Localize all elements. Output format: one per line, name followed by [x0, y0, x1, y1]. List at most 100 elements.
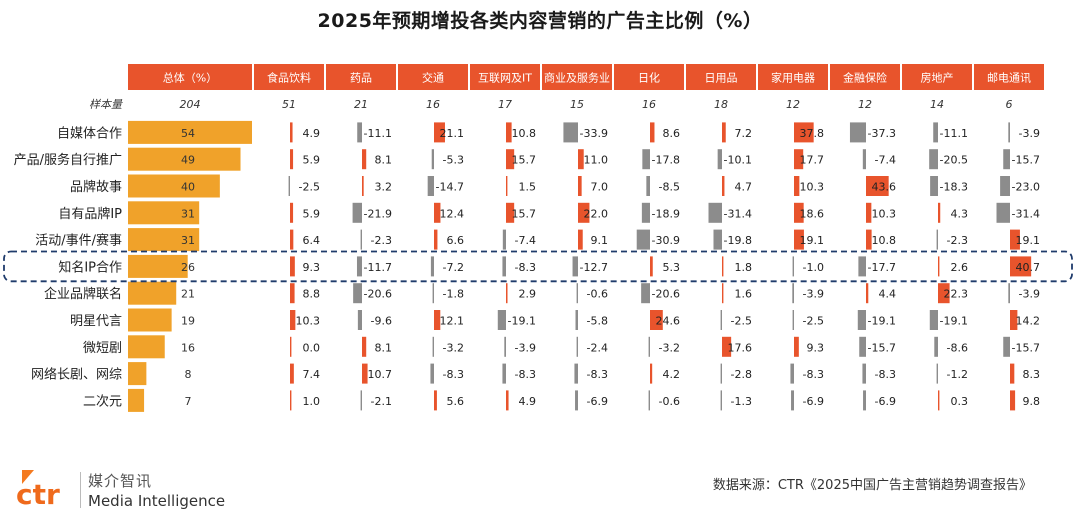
total-bar — [128, 335, 165, 359]
row-label: 微短剧 — [83, 341, 122, 356]
value-label: -9.6 — [371, 315, 392, 328]
negative-bar — [576, 283, 578, 304]
positive-bar — [290, 256, 295, 277]
negative-bar — [360, 229, 362, 250]
value-label: 9.3 — [303, 261, 321, 274]
positive-bar — [362, 149, 367, 170]
value-label: 1.6 — [735, 288, 753, 301]
negative-bar — [641, 202, 650, 223]
value-label: 7.4 — [303, 368, 321, 381]
negative-bar — [504, 336, 506, 357]
negative-bar — [862, 149, 866, 170]
total-bar — [128, 281, 177, 305]
positive-bar — [866, 283, 869, 304]
value-label: -12.7 — [580, 261, 608, 274]
negative-bar — [357, 122, 362, 143]
column-header: 邮电通讯 — [987, 72, 1031, 85]
total-value-label: 19 — [181, 315, 195, 328]
positive-bar — [578, 149, 584, 170]
negative-bar — [720, 390, 722, 411]
value-label: 6.6 — [447, 234, 465, 247]
value-label: -11.7 — [364, 261, 392, 274]
negative-bar — [1008, 122, 1010, 143]
total-value-label: 40 — [181, 181, 195, 194]
negative-bar — [792, 310, 794, 330]
positive-bar — [650, 122, 655, 143]
total-bar — [128, 120, 252, 144]
positive-bar — [722, 176, 725, 196]
value-label: -30.9 — [652, 234, 680, 247]
negative-bar — [791, 390, 794, 411]
negative-bar — [575, 310, 578, 330]
row-label: 产品/服务自行推广 — [14, 152, 122, 168]
row-label: 知名IP合作 — [58, 259, 122, 275]
value-label: -3.9 — [1019, 127, 1040, 140]
negative-bar — [356, 256, 362, 277]
value-label: 19.1 — [1016, 234, 1041, 247]
negative-bar — [430, 363, 434, 384]
sample-size-value: 16 — [426, 98, 440, 111]
value-label: 9.3 — [807, 341, 825, 354]
column-header: 家用电器 — [771, 71, 815, 85]
value-label: 11.0 — [584, 154, 609, 167]
negative-bar — [352, 202, 362, 223]
negative-bar — [648, 390, 650, 411]
total-bar — [128, 201, 200, 225]
negative-bar — [858, 256, 866, 277]
negative-bar — [863, 390, 866, 411]
positive-bar — [290, 390, 292, 411]
value-label: 4.9 — [519, 395, 537, 408]
row-label: 网络长剧、网综 — [31, 367, 122, 383]
negative-bar — [497, 310, 506, 330]
value-label: -31.4 — [1012, 207, 1040, 220]
negative-bar — [1003, 149, 1010, 170]
negative-bar — [1008, 283, 1010, 304]
value-label: -7.4 — [515, 234, 536, 247]
logo-divider — [80, 472, 81, 508]
negative-bar — [574, 363, 578, 384]
column-header: 互联网及IT — [478, 72, 532, 85]
negative-bar — [360, 390, 362, 411]
positive-bar — [794, 176, 800, 196]
column-header: 商业及服务业 — [544, 71, 610, 85]
negative-bar — [857, 310, 866, 330]
logo-english-name: Media Intelligence — [88, 492, 226, 510]
column-header: 日化 — [638, 71, 660, 85]
value-label: -14.7 — [436, 181, 464, 194]
value-label: 5.9 — [303, 207, 321, 220]
value-label: 37.8 — [800, 127, 825, 140]
negative-bar — [648, 336, 650, 357]
highlight-row-frame — [3, 250, 1073, 283]
sample-size-value: 14 — [930, 98, 944, 111]
positive-bar — [434, 229, 438, 250]
positive-bar — [290, 363, 294, 384]
negative-bar — [936, 229, 938, 250]
positive-bar — [434, 202, 441, 223]
value-label: -7.4 — [875, 154, 896, 167]
negative-bar — [642, 149, 650, 170]
value-label: 10.8 — [512, 127, 537, 140]
negative-bar — [575, 390, 578, 411]
positive-bar — [794, 336, 799, 357]
value-label: -2.3 — [947, 234, 968, 247]
column-header: 食品饮料 — [267, 71, 311, 85]
positive-bar — [722, 256, 724, 277]
value-label: -0.6 — [587, 288, 608, 301]
negative-bar — [720, 310, 722, 330]
value-label: 3.2 — [375, 181, 393, 194]
value-label: -20.5 — [940, 154, 968, 167]
positive-bar — [434, 310, 441, 330]
header-cell-bg — [758, 64, 828, 90]
positive-bar — [866, 229, 872, 250]
total-bar — [128, 228, 200, 252]
sample-size-value: 12 — [786, 98, 800, 111]
value-label: 0.3 — [951, 395, 969, 408]
value-label: -11.1 — [364, 127, 392, 140]
value-label: -5.8 — [587, 315, 608, 328]
total-bar — [128, 388, 145, 412]
positive-bar — [938, 390, 940, 411]
value-label: 0.0 — [303, 341, 321, 354]
value-label: 5.9 — [303, 154, 321, 167]
value-label: -6.9 — [875, 395, 896, 408]
value-label: -17.8 — [652, 154, 680, 167]
